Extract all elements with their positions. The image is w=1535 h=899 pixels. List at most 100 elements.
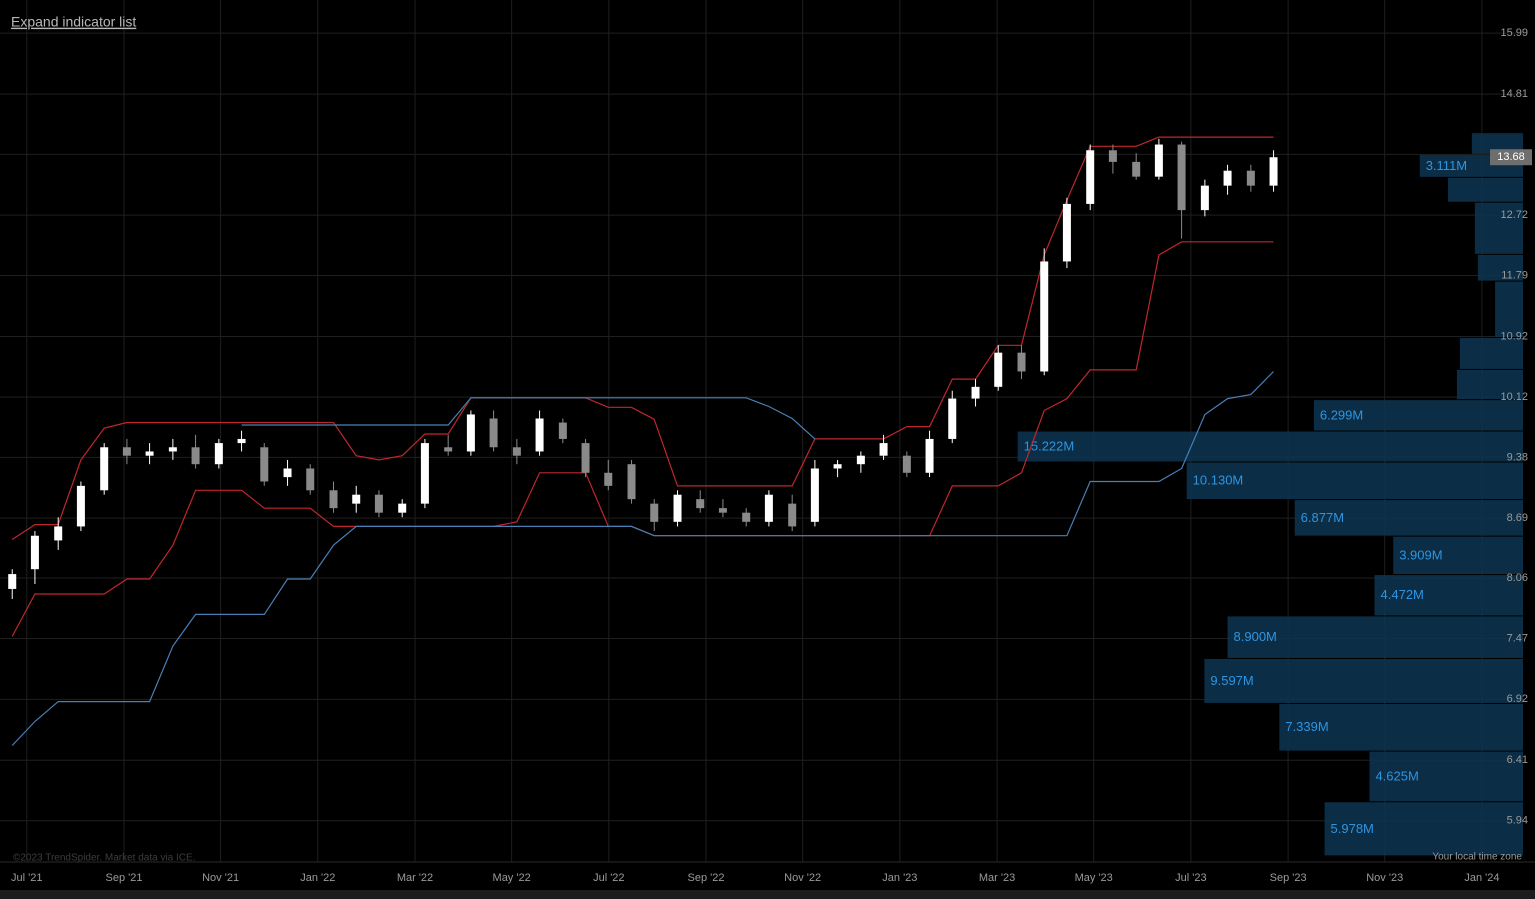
candle-body bbox=[1108, 150, 1117, 162]
volume-label: 9.597M bbox=[1210, 673, 1253, 688]
x-tick-label: Sep '21 bbox=[105, 872, 142, 884]
candle-body bbox=[466, 414, 475, 452]
volume-label: 4.472M bbox=[1381, 587, 1424, 602]
y-tick-label: 6.92 bbox=[1507, 693, 1528, 705]
candle-body bbox=[925, 438, 934, 473]
x-tick-label: Jul '21 bbox=[11, 872, 42, 884]
candle-body bbox=[420, 443, 429, 504]
y-tick-label: 8.69 bbox=[1507, 512, 1528, 524]
candle-body bbox=[879, 443, 888, 456]
candle-body bbox=[948, 398, 957, 439]
indicator-line bbox=[241, 397, 816, 440]
candle-body bbox=[30, 535, 39, 570]
volume-bar bbox=[1186, 462, 1523, 500]
expand-indicator-link[interactable]: Expand indicator list bbox=[11, 14, 136, 30]
volume-bar bbox=[1456, 369, 1523, 400]
x-tick-label: Jan '24 bbox=[1464, 872, 1499, 884]
y-tick-label: 10.92 bbox=[1500, 330, 1528, 342]
candle-body bbox=[145, 451, 154, 456]
candle-body bbox=[444, 447, 453, 452]
candle-body bbox=[581, 443, 590, 473]
volume-bar bbox=[1474, 202, 1523, 254]
candle-body bbox=[260, 447, 269, 482]
candle-body bbox=[627, 464, 636, 500]
volume-bar bbox=[1459, 337, 1523, 369]
candle-body bbox=[833, 464, 842, 469]
candle-body bbox=[558, 422, 567, 439]
y-tick-label: 5.94 bbox=[1507, 815, 1528, 827]
volume-label: 10.130M bbox=[1193, 473, 1244, 488]
volume-bar bbox=[1279, 703, 1523, 751]
candle-body bbox=[54, 526, 63, 541]
x-tick-label: Mar '23 bbox=[979, 872, 1015, 884]
x-tick-label: Jul '23 bbox=[1175, 872, 1206, 884]
volume-bar bbox=[1324, 802, 1523, 856]
grid bbox=[0, 0, 1525, 862]
candle-body bbox=[971, 386, 980, 399]
candle-body bbox=[352, 494, 361, 504]
timezone-note: Your local time zone bbox=[1432, 852, 1522, 863]
y-tick-label: 11.79 bbox=[1501, 269, 1528, 281]
y-tick-label: 7.47 bbox=[1507, 632, 1528, 644]
y-tick-label: 9.38 bbox=[1507, 451, 1528, 463]
candle-body bbox=[306, 468, 315, 491]
candle-body bbox=[810, 468, 819, 522]
candle-body bbox=[237, 438, 246, 444]
candle-body bbox=[489, 418, 498, 448]
candle-body bbox=[1177, 144, 1186, 211]
indicator-lines bbox=[11, 136, 1274, 746]
candle-body bbox=[673, 494, 682, 522]
volume-bar bbox=[1471, 133, 1523, 154]
candle-body bbox=[764, 494, 773, 522]
candle-body bbox=[191, 447, 200, 465]
candle-body bbox=[1200, 185, 1209, 211]
candle-body bbox=[902, 455, 911, 473]
candle-body bbox=[1132, 161, 1141, 177]
volume-label: 3.909M bbox=[1399, 547, 1442, 562]
candle-body bbox=[718, 508, 727, 513]
x-tick-label: Nov '22 bbox=[784, 872, 821, 884]
price-tag-bg bbox=[1490, 149, 1532, 166]
candle-body bbox=[168, 447, 177, 452]
x-tick-label: Mar '22 bbox=[397, 872, 433, 884]
candle-body bbox=[696, 499, 705, 509]
candle-body bbox=[283, 468, 292, 478]
candle-body bbox=[604, 472, 613, 486]
volume-bar bbox=[1294, 500, 1523, 536]
bottom-bar bbox=[0, 890, 1535, 899]
candle-body bbox=[856, 455, 865, 465]
volume-bar bbox=[1447, 177, 1523, 202]
volume-bar bbox=[1017, 431, 1523, 462]
candle-body bbox=[994, 352, 1003, 387]
volume-label: 7.339M bbox=[1285, 719, 1328, 734]
candle-body bbox=[122, 447, 131, 456]
x-tick-label: May '23 bbox=[1075, 872, 1113, 884]
candle-body bbox=[1154, 144, 1163, 177]
volume-label: 5.978M bbox=[1331, 821, 1374, 836]
candle-body bbox=[1017, 352, 1026, 372]
x-tick-label: Sep '23 bbox=[1270, 872, 1307, 884]
candle-body bbox=[788, 503, 797, 527]
candle-body bbox=[76, 485, 85, 527]
x-tick-label: Jan '22 bbox=[300, 872, 335, 884]
candle-body bbox=[650, 503, 659, 522]
candle-body bbox=[742, 512, 751, 522]
volume-bar bbox=[1374, 575, 1523, 616]
y-tick-label: 14.81 bbox=[1500, 88, 1528, 100]
volume-bar bbox=[1227, 616, 1523, 658]
volume-label: 8.900M bbox=[1234, 629, 1277, 644]
price-tag: 13.68 bbox=[1497, 151, 1525, 163]
volume-label: 6.877M bbox=[1301, 510, 1344, 525]
x-tick-label: Jan '23 bbox=[882, 872, 917, 884]
candles bbox=[8, 138, 1278, 600]
copyright: ©2023 TrendSpider. Market data via ICE. bbox=[13, 853, 195, 864]
x-tick-label: May '22 bbox=[493, 872, 531, 884]
y-tick-label: 10.12 bbox=[1500, 391, 1528, 403]
volume-label: 3.111M bbox=[1426, 158, 1467, 173]
x-tick-label: Nov '21 bbox=[202, 872, 239, 884]
candle-body bbox=[1040, 261, 1049, 372]
volume-bar bbox=[1369, 751, 1523, 802]
volume-bar bbox=[1393, 536, 1523, 575]
indicator-line bbox=[11, 371, 1274, 746]
